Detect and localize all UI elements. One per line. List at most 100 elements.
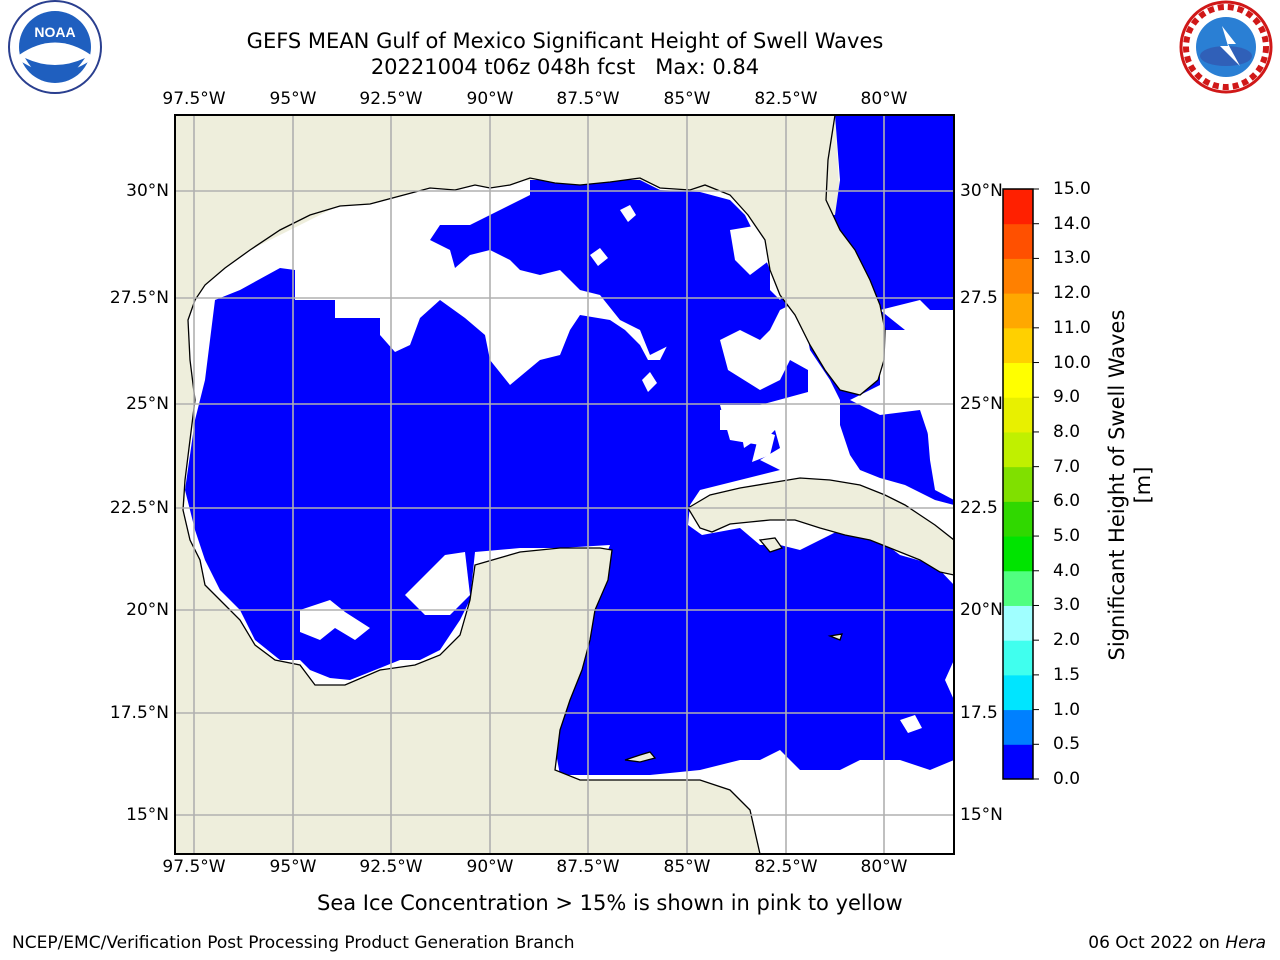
white-patch <box>740 420 756 448</box>
lon-label: 95°W <box>269 857 317 877</box>
lon-label: 87.5°W <box>556 89 620 109</box>
footer-credit: NCEP/EMC/Verification Post Processing Pr… <box>12 933 575 953</box>
colorbar <box>1002 188 1039 780</box>
footer-host: Hera <box>1225 933 1266 953</box>
colorbar-segment <box>1003 640 1033 676</box>
colorbar-tick-label: 10.0 <box>1053 352 1091 373</box>
colorbar-tick-label: 3.0 <box>1053 595 1081 616</box>
lat-label: 20°N <box>126 600 169 620</box>
lat-label: 20°N <box>960 600 1003 620</box>
gridlines <box>175 115 954 854</box>
white-patch <box>590 248 608 266</box>
white-patch <box>925 395 954 500</box>
colorbar-tick-label: 1.0 <box>1053 699 1081 720</box>
title-line: GEFS MEAN Gulf of Mexico Significant Hei… <box>246 29 884 53</box>
colorbar-tick-label: 15.0 <box>1053 179 1091 199</box>
colorbar-segment <box>1003 431 1033 468</box>
lon-label: 82.5°W <box>754 89 818 109</box>
lon-label: 82.5°W <box>754 857 818 877</box>
colorbar-segment <box>1003 258 1033 294</box>
lat-label: 30°N <box>126 181 169 201</box>
colorbar-segment <box>1003 709 1033 745</box>
lon-label: 90°W <box>466 857 514 877</box>
chart-title: GEFS MEAN Gulf of Mexico Significant Hei… <box>175 28 955 80</box>
colorbar-tick-label: 8.0 <box>1053 421 1081 442</box>
landmass-island <box>624 751 657 763</box>
colorbar-segment <box>1003 501 1033 537</box>
colorbar-tick-label: 12.0 <box>1053 283 1091 304</box>
map-panel <box>174 114 955 855</box>
colorbar-segment <box>1003 189 1033 225</box>
lon-label: 95°W <box>269 89 317 109</box>
lat-label: 27.5°N <box>109 288 169 308</box>
colorbar-segment <box>1003 223 1033 259</box>
colorbar-tick-label: 11.0 <box>1053 317 1091 338</box>
noaa-logo-text: NOAA <box>34 24 75 40</box>
lon-label: 92.5°W <box>359 857 423 877</box>
lat-label: 25°N <box>960 394 1003 414</box>
colorbar-tick-label: 1.5 <box>1053 664 1081 685</box>
lon-label: 80°W <box>860 89 908 109</box>
white-patch <box>642 372 657 392</box>
colorbar-segment <box>1003 605 1033 641</box>
lon-label: 97.5°W <box>162 857 226 877</box>
sea-ice-note: Sea Ice Concentration > 15% is shown in … <box>317 891 903 915</box>
noaa-logo: NOAA <box>8 0 102 94</box>
colorbar-tick-label: 9.0 <box>1053 387 1081 408</box>
nws-logo <box>1179 0 1273 94</box>
colorbar-label: Significant Height of Swell Waves [m] <box>1105 309 1155 661</box>
land-masses <box>175 115 954 854</box>
colorbar-tick-label: 0.0 <box>1053 769 1081 789</box>
lon-label: 85°W <box>663 857 711 877</box>
colorbar-segment <box>1003 327 1033 364</box>
footer-date-text: 06 Oct 2022 on <box>1088 933 1226 953</box>
colorbar-segment <box>1003 570 1033 606</box>
colorbar-segment <box>1003 744 1033 780</box>
colorbar-segment <box>1003 466 1033 502</box>
white-patch <box>880 300 954 340</box>
lon-label: 90°W <box>466 89 514 109</box>
lon-label: 87.5°W <box>556 857 620 877</box>
white-patch <box>620 205 636 222</box>
north-gulf-swell <box>430 180 800 355</box>
white-patch <box>405 552 470 615</box>
subtitle-line: 20221004 t06z 048h fcst Max: 0.84 <box>370 55 760 79</box>
landmass-cuba <box>687 477 954 576</box>
landmass-island <box>827 633 843 641</box>
landmass-island <box>758 537 784 553</box>
white-patch <box>730 225 770 275</box>
lat-label: 22.5°N <box>109 498 169 518</box>
colorbar-tick-label: 4.0 <box>1053 560 1081 581</box>
lon-label: 85°W <box>663 89 711 109</box>
colorbar-segment <box>1003 293 1033 329</box>
lon-label: 97.5°W <box>162 89 226 109</box>
white-patch <box>905 820 925 842</box>
lat-label: 25°N <box>126 394 169 414</box>
colorbar-tick-label: 13.0 <box>1053 248 1091 269</box>
white-patch <box>900 715 922 733</box>
colorbar-frame <box>1002 188 1034 780</box>
colorbar-segment <box>1003 674 1033 711</box>
lat-label: 22.5 <box>960 498 998 518</box>
colorbar-tick-label: 7.0 <box>1053 456 1081 477</box>
gulf-swell-low <box>185 268 954 775</box>
lat-label: 17.5°N <box>109 703 169 723</box>
lat-label: 15°N <box>960 805 1003 825</box>
colorbar-segment <box>1003 397 1033 433</box>
colorbar-segment <box>1003 536 1033 572</box>
colorbar-tick-label: 5.0 <box>1053 526 1081 547</box>
colorbar-tick-label: 6.0 <box>1053 491 1081 512</box>
lat-label: 27.5 <box>960 288 998 308</box>
white-patch <box>752 430 775 462</box>
colorbar-tick-label: 14.0 <box>1053 213 1091 234</box>
colorbar-tick-label: 0.5 <box>1053 734 1081 755</box>
lat-label: 17.5 <box>960 703 998 723</box>
lat-label: 30°N <box>960 181 1003 201</box>
lat-label: 15°N <box>126 805 169 825</box>
white-patch <box>720 408 735 430</box>
lon-label: 80°W <box>860 857 908 877</box>
map-frame <box>174 114 955 855</box>
colorbar-segment <box>1003 362 1033 398</box>
footer-date: 06 Oct 2022 on Hera <box>1088 933 1266 953</box>
